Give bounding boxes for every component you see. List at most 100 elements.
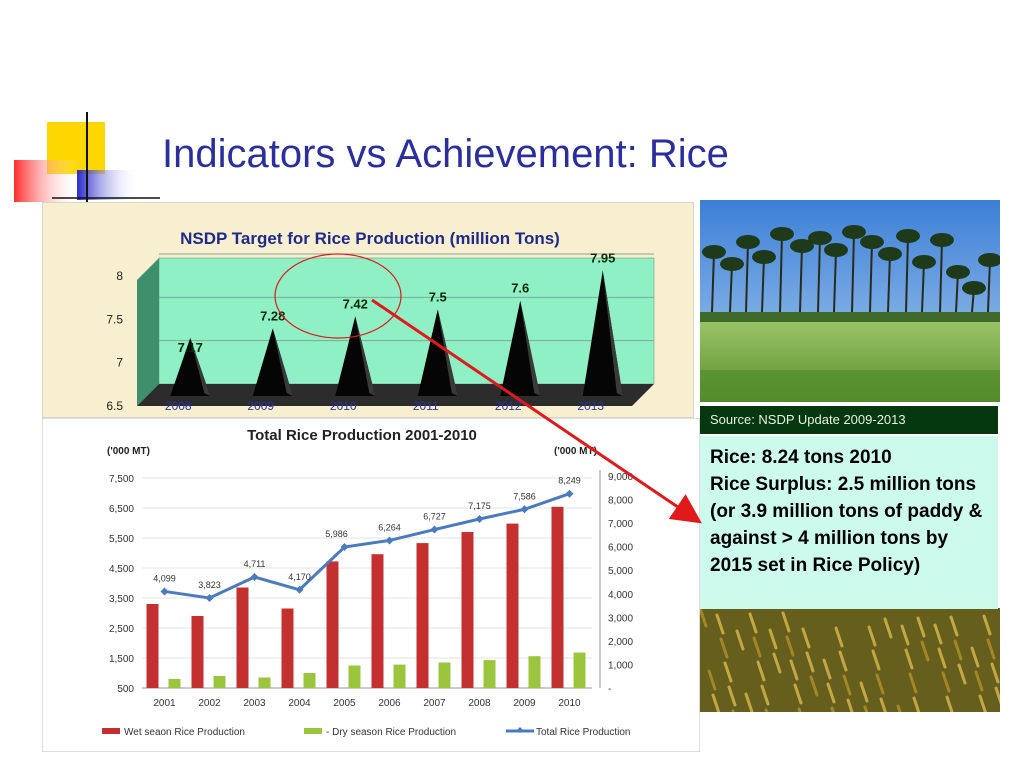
- info-box: Rice: 8.24 tons 2010 Rice Surplus: 2.5 m…: [700, 436, 998, 609]
- chart2-left-ytick: 1,500: [109, 654, 134, 665]
- chart1-data-label: 7.5: [429, 289, 447, 304]
- total-data-label: 7,586: [513, 491, 536, 501]
- chart2-left-ytick: 3,500: [109, 594, 134, 605]
- total-point-marker: [160, 587, 169, 596]
- dry-season-bar: [213, 676, 226, 688]
- total-point-marker: [340, 542, 349, 551]
- wet-season-bar: [506, 523, 519, 688]
- chart2-xtick-label: 2008: [468, 698, 491, 709]
- chart2-right-ytick: 2,000: [608, 637, 633, 648]
- chart2-right-ytick: 3,000: [608, 613, 633, 624]
- dry-season-bar: [483, 660, 496, 688]
- chart2-left-ytick: 6,500: [109, 504, 134, 515]
- pyramid-bar: [170, 337, 211, 396]
- chart2-right-ytick: 5,000: [608, 566, 633, 577]
- red-square: [14, 160, 80, 202]
- chart2-right-ytick: 7,000: [608, 519, 633, 530]
- chart1-xtick-label: 2008: [165, 399, 192, 413]
- chart2-xtick-label: 2002: [198, 698, 221, 709]
- dry-season-bar: [393, 664, 406, 688]
- legend-dry-label: - Dry season Rice Production: [326, 727, 456, 738]
- total-data-label: 7,175: [468, 501, 491, 511]
- rice-ears-photo: [700, 608, 1000, 712]
- total-data-label: 4,711: [244, 559, 266, 569]
- legend-dry-swatch: [304, 728, 322, 734]
- left-axis-unit: ('000 MT): [107, 446, 150, 457]
- total-data-label: 4,099: [153, 573, 176, 583]
- chart2-xtick-label: 2006: [378, 698, 401, 709]
- total-data-label: 3,823: [198, 580, 221, 590]
- chart2-right-ytick: 1,000: [608, 660, 633, 671]
- chart1-data-label: 7.17: [178, 340, 203, 355]
- total-data-label: 6,264: [378, 522, 401, 532]
- chart2-right-ytick: -: [608, 684, 611, 695]
- highlight-circle: [274, 253, 402, 339]
- chart2-panel: [42, 418, 700, 752]
- total-point-marker: [385, 536, 394, 545]
- chart1-xtick-label: 2011: [413, 399, 439, 413]
- chart2-xtick-label: 2010: [558, 698, 581, 709]
- dry-season-bar: [303, 673, 316, 688]
- chart2-left-ytick: 4,500: [109, 564, 134, 575]
- dry-season-bar: [573, 652, 586, 688]
- chart1-ytick-label: 8: [116, 269, 123, 283]
- wet-season-bar: [191, 616, 204, 688]
- total-point-marker: [430, 525, 439, 534]
- chart2-xtick-label: 2001: [153, 698, 176, 709]
- chart2-left-ytick: 2,500: [109, 624, 134, 635]
- legend-wet-swatch: [102, 728, 120, 734]
- chart1-side-wall: [137, 258, 159, 406]
- chart1-ytick-label: 7.5: [106, 312, 123, 326]
- total-point-marker: [250, 573, 259, 582]
- chart1-ytick-label: 7: [116, 356, 123, 370]
- chart2-title: Total Rice Production 2001-2010: [247, 427, 477, 444]
- dry-season-bar: [258, 677, 271, 688]
- chart2-xtick-label: 2004: [288, 698, 311, 709]
- wet-season-bar: [551, 506, 564, 688]
- chart1-ytick-label: 6.5: [106, 399, 123, 413]
- wet-season-bar: [416, 543, 429, 688]
- slide-title: Indicators vs Achievement: Rice: [162, 132, 729, 176]
- decorative-squares: [14, 112, 160, 203]
- chart1-data-label: 7.42: [343, 296, 368, 311]
- chart1-data-label: 7.6: [511, 281, 529, 296]
- chart2-right-ytick: 9,000: [608, 472, 633, 483]
- nsdp-target-chart: NSDP Target for Rice Production (million…: [42, 202, 694, 418]
- total-data-label: 5,986: [325, 529, 348, 539]
- chart2-left-ytick: 7,500: [109, 474, 134, 485]
- chart1-xtick-label: 2009: [247, 399, 274, 413]
- dry-season-bar: [168, 679, 181, 688]
- chart2-xtick-label: 2007: [423, 698, 446, 709]
- wet-season-bar: [326, 561, 339, 688]
- total-point-marker: [295, 585, 304, 594]
- total-point-marker: [205, 593, 214, 602]
- pyramid-bar: [252, 328, 293, 396]
- source-caption: Source: NSDP Update 2009-2013: [700, 406, 998, 434]
- wet-season-bar: [281, 608, 294, 688]
- rice-field-photo: [700, 200, 1000, 402]
- total-rice-production-chart: Total Rice Production 2001-2010 ('000 MT…: [42, 418, 700, 752]
- wet-season-bar: [461, 532, 474, 688]
- chart1-back-wall: [158, 257, 655, 385]
- legend-total-label: Total Rice Production: [536, 727, 631, 738]
- chart2-right-ytick: 8,000: [608, 496, 633, 507]
- wet-season-bar: [236, 587, 249, 688]
- chart2-right-ytick: 6,000: [608, 543, 633, 554]
- chart1-data-label: 7.95: [590, 250, 615, 265]
- right-axis-unit: ('000 MT): [554, 446, 597, 457]
- wet-season-bar: [146, 604, 159, 688]
- total-data-label: 8,249: [558, 476, 581, 486]
- total-data-label: 4,170: [288, 572, 311, 582]
- dry-season-bar: [348, 665, 361, 688]
- chart1-xtick-label: 2013: [577, 399, 604, 413]
- wet-season-bar: [371, 554, 384, 688]
- chart2-xtick-label: 2003: [243, 698, 266, 709]
- chart2-left-ytick: 5,500: [109, 534, 134, 545]
- chart1-xtick-label: 2010: [330, 399, 357, 413]
- total-data-label: 6,727: [423, 512, 446, 522]
- dry-season-bar: [528, 656, 541, 688]
- chart1-xtick-label: 2012: [495, 399, 522, 413]
- chart2-right-ytick: 4,000: [608, 590, 633, 601]
- info-line-surplus: Rice Surplus: 2.5 million tons (or 3.9 m…: [710, 474, 983, 576]
- dry-season-bar: [438, 662, 451, 688]
